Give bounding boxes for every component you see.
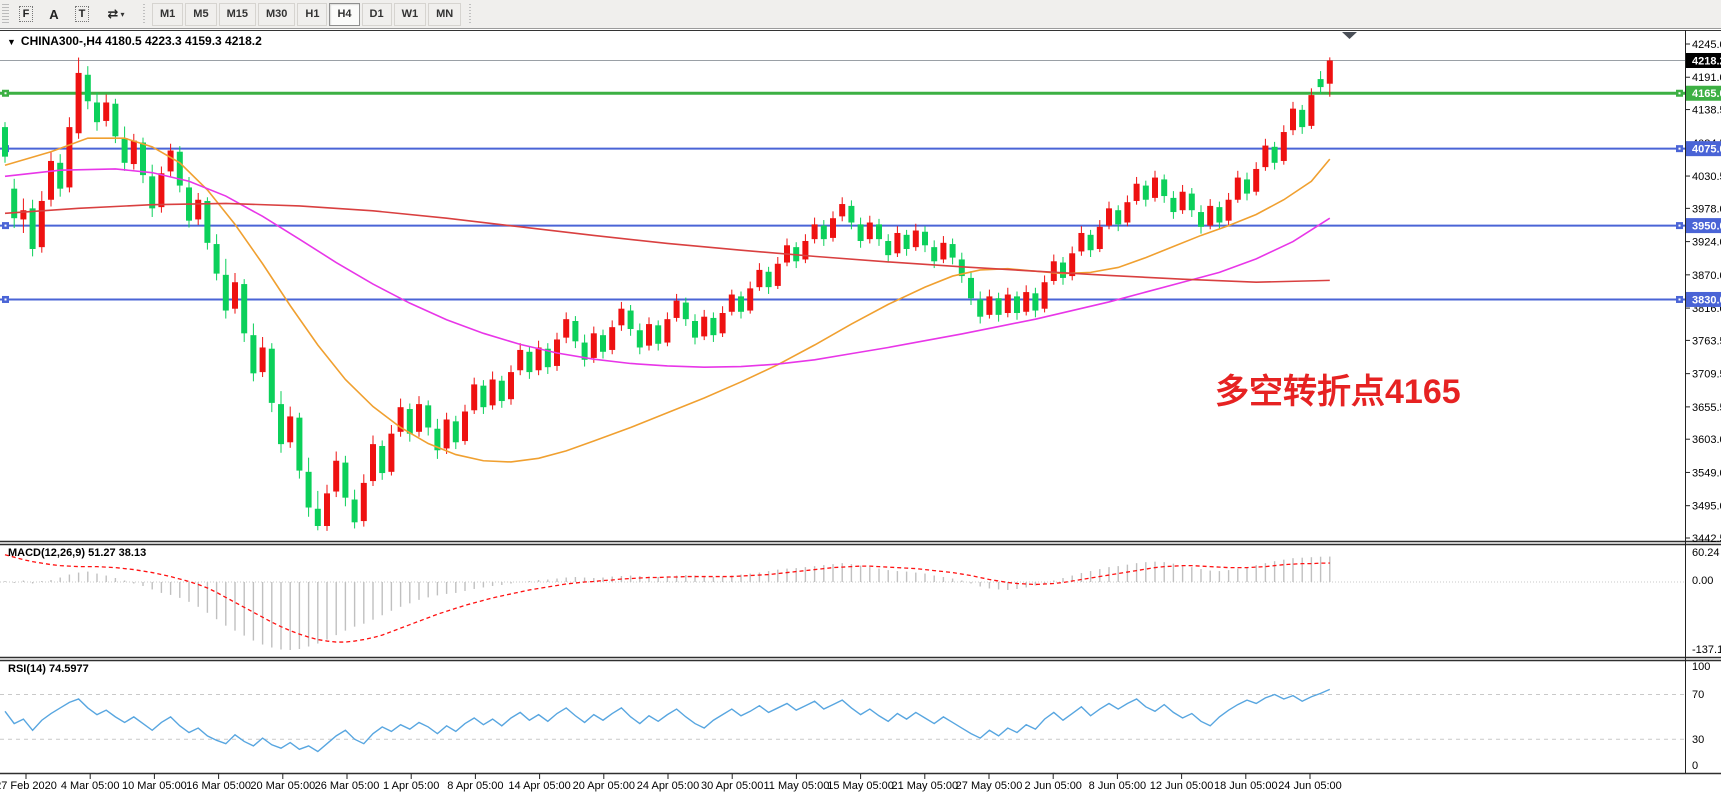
- svg-text:4030.5: 4030.5: [1692, 171, 1721, 183]
- svg-text:4 Mar 05:00: 4 Mar 05:00: [61, 780, 120, 792]
- chart-title-expander-icon[interactable]: ▼: [7, 37, 16, 47]
- svg-text:70: 70: [1692, 689, 1704, 701]
- rsi-indicator-label: RSI(14) 74.5977: [8, 663, 89, 675]
- svg-text:20 Apr 05:00: 20 Apr 05:00: [573, 780, 635, 792]
- toolbar-separator: [140, 4, 147, 24]
- svg-text:24 Jun 05:00: 24 Jun 05:00: [1278, 780, 1342, 792]
- svg-text:2 Jun 05:00: 2 Jun 05:00: [1024, 780, 1082, 792]
- svg-text:0.00: 0.00: [1692, 575, 1713, 587]
- macd-indicator-label: MACD(12,26,9) 51.27 38.13: [8, 547, 147, 559]
- svg-text:3870.0: 3870.0: [1692, 270, 1721, 282]
- time-axis: [25, 774, 1311, 779]
- text-label-icon[interactable]: A: [49, 6, 59, 22]
- svg-text:3442.5: 3442.5: [1692, 533, 1721, 545]
- svg-text:3763.5: 3763.5: [1692, 335, 1721, 347]
- toolbar-separator-2: [466, 4, 474, 24]
- svg-text:12 Jun 05:00: 12 Jun 05:00: [1150, 780, 1214, 792]
- svg-text:8 Jun 05:00: 8 Jun 05:00: [1089, 780, 1147, 792]
- ma-line-magenta: [4, 168, 1331, 368]
- svg-text:3655.5: 3655.5: [1692, 402, 1721, 414]
- tf-button-h4[interactable]: H4: [329, 2, 360, 26]
- svg-text:3978.0: 3978.0: [1692, 203, 1721, 215]
- svg-text:24 Apr 05:00: 24 Apr 05:00: [637, 780, 699, 792]
- svg-text:3603.0: 3603.0: [1692, 434, 1721, 446]
- text-box-icon[interactable]: T: [69, 2, 95, 26]
- tf-button-m5[interactable]: M5: [185, 2, 217, 26]
- svg-text:27 Feb 2020: 27 Feb 2020: [0, 780, 57, 792]
- tf-button-mn[interactable]: MN: [428, 2, 462, 26]
- svg-text:-137.18: -137.18: [1692, 644, 1721, 656]
- svg-text:30: 30: [1692, 734, 1704, 746]
- svg-text:18 Jun 05:00: 18 Jun 05:00: [1214, 780, 1278, 792]
- rsi-line: [4, 688, 1331, 753]
- tf-button-d1[interactable]: D1: [361, 2, 392, 26]
- tf-button-m15[interactable]: M15: [218, 2, 256, 26]
- toolbar: F A T ⇄ ▾ M1 M5 M15 M30 H1 H4 D1 W1 MN: [0, 0, 1721, 29]
- tf-button-w1[interactable]: W1: [393, 2, 427, 26]
- tf-button-h1[interactable]: H1: [297, 2, 328, 26]
- svg-text:4245.0: 4245.0: [1692, 39, 1721, 51]
- ma-line-red: [4, 202, 1330, 284]
- svg-text:60.24: 60.24: [1692, 547, 1720, 559]
- svg-text:3924.0: 3924.0: [1692, 237, 1721, 249]
- ma-line-orange: [4, 137, 1331, 463]
- candles: [2, 57, 1333, 531]
- svg-text:3830.0: 3830.0: [1692, 294, 1721, 306]
- svg-text:26 Mar 05:00: 26 Mar 05:00: [315, 780, 380, 792]
- horizontal-lines: [0, 89, 1685, 303]
- svg-text:3950.0: 3950.0: [1692, 221, 1721, 233]
- indicator-frame-icon[interactable]: F: [13, 2, 39, 26]
- svg-text:4218.2: 4218.2: [1692, 55, 1721, 67]
- tf-button-m1[interactable]: M1: [152, 2, 184, 26]
- svg-text:4138.5: 4138.5: [1692, 105, 1721, 117]
- chart-annotation-text[interactable]: 多空转折点4165: [1215, 373, 1461, 411]
- timeframe-toolbar: M1 M5 M15 M30 H1 H4 D1 W1 MN: [151, 0, 462, 29]
- tf-button-m30[interactable]: M30: [257, 2, 296, 26]
- chart-title: ▼ CHINA300-,H4 4180.5 4223.3 4159.3 4218.…: [7, 34, 262, 48]
- svg-text:27 May 05:00: 27 May 05:00: [956, 780, 1023, 792]
- svg-text:3709.5: 3709.5: [1692, 369, 1721, 381]
- svg-text:11 May 05:00: 11 May 05:00: [763, 780, 829, 792]
- svg-text:4191.0: 4191.0: [1692, 72, 1721, 84]
- macd-histogram: [4, 556, 1331, 650]
- svg-text:10 Mar 05:00: 10 Mar 05:00: [122, 780, 187, 792]
- svg-text:100: 100: [1692, 661, 1710, 673]
- svg-text:14 Apr 05:00: 14 Apr 05:00: [508, 780, 570, 792]
- dropdown-caret-icon[interactable]: ▾: [120, 9, 125, 19]
- svg-text:1 Apr 05:00: 1 Apr 05:00: [383, 780, 439, 792]
- macd-signal-line: [4, 554, 1330, 643]
- svg-text:4165.0: 4165.0: [1692, 88, 1721, 100]
- toolbar-grip[interactable]: [2, 4, 9, 24]
- svg-text:30 Apr 05:00: 30 Apr 05:00: [701, 780, 763, 792]
- svg-text:20 Mar 05:00: 20 Mar 05:00: [250, 780, 315, 792]
- svg-text:8 Apr 05:00: 8 Apr 05:00: [447, 780, 503, 792]
- svg-text:3495.0: 3495.0: [1692, 501, 1721, 513]
- svg-text:0: 0: [1692, 760, 1698, 772]
- cursor-arrows-icon[interactable]: ⇄ ▾: [107, 6, 125, 21]
- svg-text:21 May 05:00: 21 May 05:00: [891, 780, 958, 792]
- chart-shift-marker: [1342, 32, 1357, 39]
- svg-text:3549.0: 3549.0: [1692, 467, 1721, 479]
- svg-text:15 May 05:00: 15 May 05:00: [827, 780, 894, 792]
- svg-text:4075.0: 4075.0: [1692, 144, 1721, 156]
- svg-text:16 Mar 05:00: 16 Mar 05:00: [186, 780, 251, 792]
